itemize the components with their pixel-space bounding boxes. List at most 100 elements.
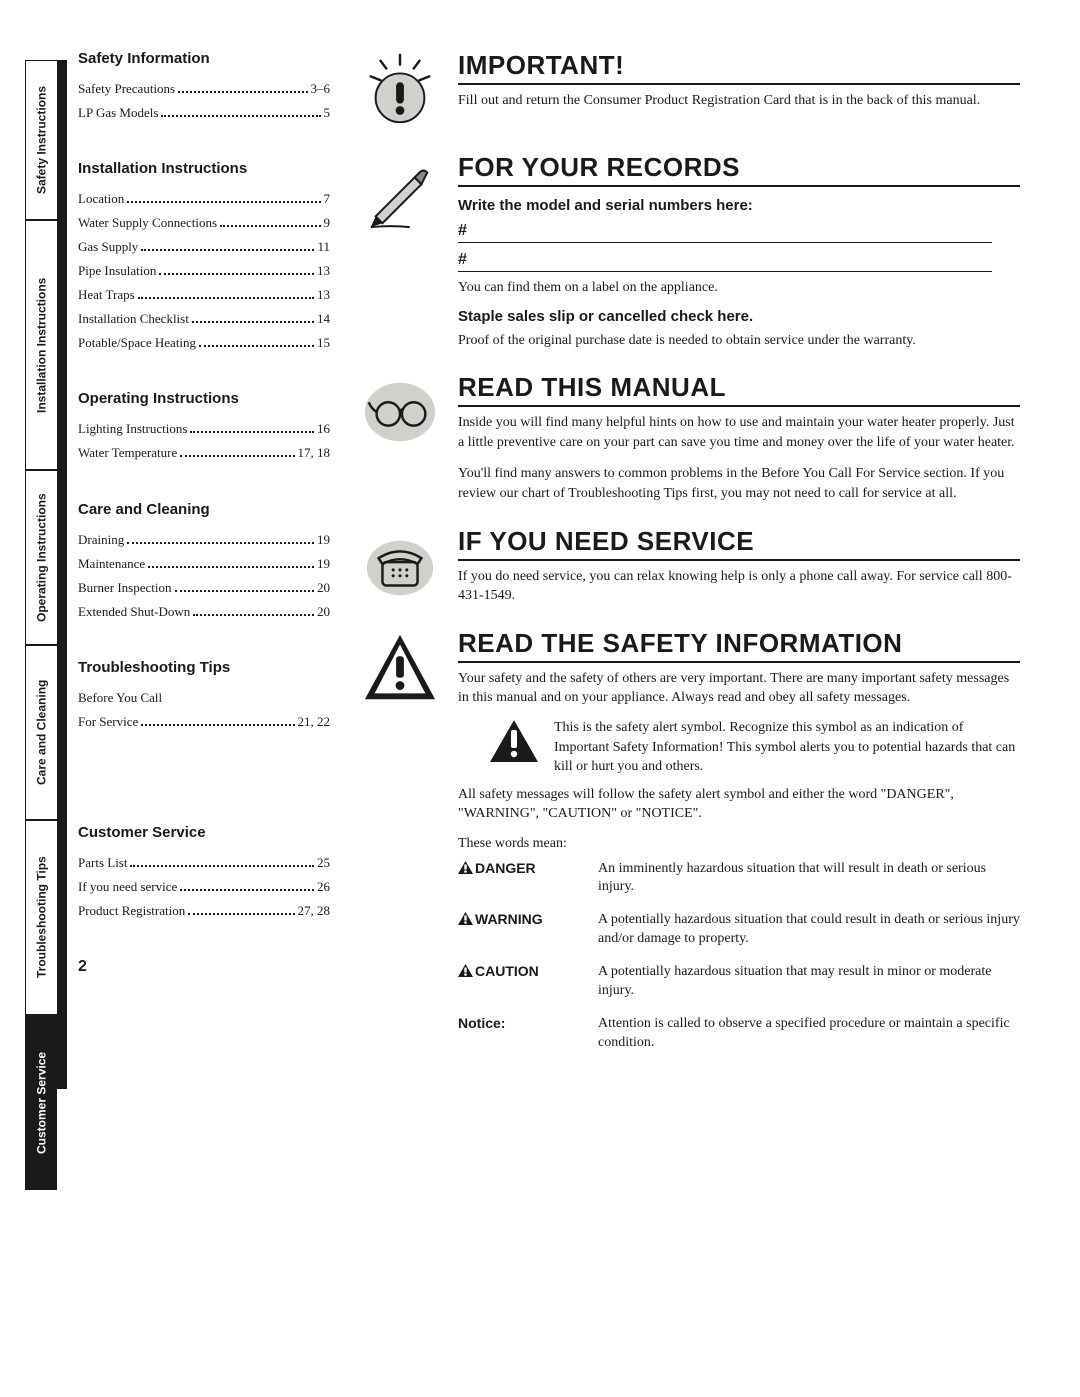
toc-item-label: Gas Supply [78,235,138,259]
toc-item-label: Heat Traps [78,283,135,307]
toc-dots [159,273,314,275]
toc-item-label: Extended Shut-Down [78,600,190,624]
toc-item-page: 19 [317,528,330,552]
phone-icon [360,526,440,606]
definition-label: CAUTION [458,963,578,1001]
section-title: IMPORTANT! [458,50,1020,85]
toc-item: Burner Inspection20 [78,576,330,600]
toc-item-page: 9 [324,211,331,235]
toc-dots [127,201,320,203]
section-text: You can find them on a label on the appl… [458,278,1020,298]
toc-item: Draining 19 [78,528,330,552]
heading: Staple sales slip or cancelled check her… [458,308,1020,325]
toc-item-page: 13 [317,283,330,307]
manual-page: Safety InstructionsInstallation Instruct… [70,50,1020,1089]
vtab-care-and-cleaning[interactable]: Care and Cleaning [25,645,57,820]
toc-dots [148,566,314,568]
toc-item-page: 16 [317,417,330,441]
toc-item-label: LP Gas Models [78,101,158,125]
section-manual: READ THIS MANUAL Inside you will find ma… [360,372,1020,503]
definitions-table: DANGER An imminently hazardous situation … [458,860,1020,1053]
pencil-icon [360,152,440,232]
sidebar: Safety InstructionsInstallation Instruct… [70,50,330,1089]
definition-text: An imminently hazardous situation that w… [598,860,1020,898]
toc-item-page: 21, 22 [298,710,331,734]
section-text: These words mean: [458,834,1020,854]
toc-item-label: Location [78,187,124,211]
toc-item: Extended Shut-Down20 [78,600,330,624]
section-service: IF YOU NEED SERVICE If you do need servi… [360,526,1020,606]
toc-dots [180,889,314,891]
toc-item: Gas Supply11 [78,235,330,259]
toc-item: LP Gas Models 5 [78,101,330,125]
toc-dots [178,91,307,93]
toc-dots [141,249,314,251]
vtab-operating-instructions[interactable]: Operating Instructions [25,470,57,645]
toc-item-label: Water Supply Connections [78,211,217,235]
toc-item: Water Supply Connections 9 [78,211,330,235]
inset-text: This is the safety alert symbol. Recogni… [554,718,1020,777]
section-text: Inside you will find many helpful hints … [458,413,1020,452]
toc-item: Parts List25 [78,851,330,875]
toc-dots [138,297,314,299]
toc-section-title: Installation Instructions [78,160,330,177]
serial-field: # [458,251,992,272]
toc-section-title: Operating Instructions [78,390,330,407]
toc-item-page: 14 [317,307,330,331]
toc-item: Safety Precautions3–6 [78,77,330,101]
toc-dots [180,455,294,457]
toc-dots [130,865,314,867]
alert-symbol-icon [488,718,540,764]
toc-item-page: 13 [317,259,330,283]
toc-item: Heat Traps 13 [78,283,330,307]
toc-section: Safety Information Safety Precautions3–6L… [70,50,330,125]
section-text: Fill out and return the Consumer Product… [458,91,1020,111]
toc-item: Location 7 [78,187,330,211]
toc-item-page: 15 [317,331,330,355]
vtab-troubleshooting-tips[interactable]: Troubleshooting Tips [25,820,57,1015]
toc-item-page: 3–6 [311,77,331,101]
toc-item-page: 5 [324,101,331,125]
toc-item-label: Maintenance [78,552,145,576]
definition-label: WARNING [458,911,578,949]
vertical-tabs: Safety InstructionsInstallation Instruct… [25,60,57,1089]
toc-item-label: Parts List [78,851,127,875]
toc-item-page: 27, 28 [298,899,331,923]
toc-dots [141,724,294,726]
section-title: READ THE SAFETY INFORMATION [458,628,1020,663]
table-of-contents: Safety InformationSafety Precautions3–6L… [70,50,330,923]
section-records: FOR YOUR RECORDS Write the model and ser… [360,152,1020,350]
definition-text: A potentially hazardous situation that c… [598,911,1020,949]
vtab-customer-service[interactable]: Customer Service [25,1015,57,1190]
toc-dots [199,345,314,347]
toc-section: Operating InstructionsLighting Instructi… [70,390,330,465]
toc-dots [127,542,314,544]
section-text: You'll find many answers to common probl… [458,464,1020,503]
safety-inset: This is the safety alert symbol. Recogni… [488,718,1020,777]
definition-text: Attention is called to observe a specifi… [598,1015,1020,1053]
toc-section-title: Safety Information [78,50,330,67]
model-field: # [458,222,992,243]
warning-triangle-icon [360,628,440,708]
section-text: Proof of the original purchase date is n… [458,331,1020,351]
definition-label: DANGER [458,860,578,898]
toc-item-page: 7 [324,187,331,211]
section-title: READ THIS MANUAL [458,372,1020,407]
vtab-installation-instructions[interactable]: Installation Instructions [25,220,57,470]
section-text: Your safety and the safety of others are… [458,669,1020,708]
vtab-safety-instructions[interactable]: Safety Instructions [25,60,57,220]
toc-item-label: Water Temperature [78,441,177,465]
toc-dots [188,913,294,915]
section-safety: READ THE SAFETY INFORMATION Your safety … [360,628,1020,1067]
toc-item: Pipe Insulation13 [78,259,330,283]
toc-item: Installation Checklist14 [78,307,330,331]
definition-text: A potentially hazardous situation that m… [598,963,1020,1001]
toc-dots [161,115,320,117]
definition-row: Notice:Attention is called to observe a … [458,1015,1020,1053]
toc-item: Potable/Space Heating15 [78,331,330,355]
toc-section-title: Customer Service [78,824,330,841]
section-text: All safety messages will follow the safe… [458,785,1020,824]
toc-item-label: Draining [78,528,124,552]
toc-section-title: Troubleshooting Tips [78,659,330,676]
definition-row: CAUTION A potentially hazardous situation… [458,963,1020,1001]
